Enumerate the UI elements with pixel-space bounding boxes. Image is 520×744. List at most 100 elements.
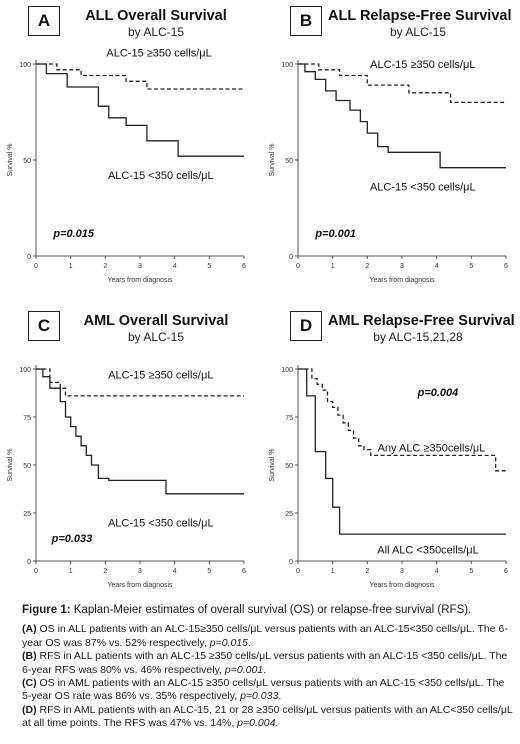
panel-title: ALL Relapse-Free Survival bbox=[328, 8, 512, 24]
caption-title-label: Figure 1: bbox=[22, 604, 71, 616]
panel-title: ALL Overall Survival bbox=[85, 8, 227, 24]
p-value: p=0.033 bbox=[51, 533, 93, 545]
panel-c: C AML Overall Survival by ALC-15 0 25 50 75… bbox=[0, 305, 258, 595]
x-tick-label: 6 bbox=[504, 263, 508, 270]
x-tick-label: 3 bbox=[400, 568, 404, 575]
y-tick-label: 50 bbox=[285, 158, 293, 165]
caption-item-pvalue: p=0.033 bbox=[240, 690, 279, 703]
x-tick-label: 3 bbox=[138, 568, 142, 575]
x-tick-label: 5 bbox=[469, 263, 473, 270]
km-plot-b: 0 50 100 0 1 2 3 4 5 6 Years from diagnosis Surviva… bbox=[269, 59, 508, 284]
x-tick-label: 2 bbox=[103, 568, 107, 575]
series-label: ALC-15 <350 cells/μL bbox=[108, 170, 214, 182]
panel-subtitle: by ALC-15,21,28 bbox=[373, 330, 463, 344]
caption-item-pvalue: p=0.001 bbox=[224, 663, 264, 676]
series-line-high-alc bbox=[36, 368, 244, 397]
x-tick-label: 0 bbox=[296, 263, 300, 270]
caption-item: (B) RFS in ALL patients with an ALC-15 ≥… bbox=[22, 650, 514, 677]
panel-letter: B bbox=[290, 6, 322, 36]
caption-item-tag: (A) bbox=[22, 623, 37, 636]
x-tick-label: 5 bbox=[469, 568, 473, 575]
panel-b: B ALL Relapse-Free Survival by ALC-15 0 5… bbox=[262, 0, 520, 290]
y-tick-label: 0 bbox=[289, 559, 293, 566]
panel-title-block: AML Relapse-Free Survival by ALC-15,21,2… bbox=[328, 313, 515, 344]
x-tick-label: 6 bbox=[242, 263, 246, 270]
series-line-low-alc bbox=[36, 368, 244, 495]
x-tick-label: 1 bbox=[331, 568, 335, 575]
x-tick-label: 3 bbox=[400, 263, 404, 270]
x-tick-label: 4 bbox=[435, 263, 439, 270]
panel-title-block: ALL Relapse-Free Survival by ALC-15 bbox=[328, 8, 512, 39]
y-tick-label: 50 bbox=[23, 158, 31, 165]
p-value: p=0.015 bbox=[52, 228, 95, 240]
x-tick-label: 6 bbox=[504, 568, 508, 575]
caption-item-text: RFS in ALL patients with an ALC-15 ≥350 … bbox=[22, 650, 508, 676]
y-axis-label: Survival % bbox=[7, 143, 14, 176]
series-line-high-alc bbox=[36, 63, 244, 90]
y-tick-label: 25 bbox=[23, 511, 31, 518]
caption-item: (C) OS in AML patients with an ALC-15 ≥3… bbox=[22, 677, 514, 704]
caption-item-text: OS in ALL patients with an ALC-15≥350 ce… bbox=[22, 623, 508, 649]
series-line-low-alc bbox=[298, 63, 506, 169]
x-tick-label: 2 bbox=[365, 568, 369, 575]
x-axis-label: Years from diagnosis bbox=[369, 582, 435, 589]
panel-a: A ALL Overall Survival by ALC-15 0 50 100 0… bbox=[0, 0, 258, 290]
caption-item-tag: (D) bbox=[22, 703, 37, 716]
series-line-high-alc bbox=[298, 63, 506, 104]
panel-subtitle: by ALC-15 bbox=[127, 330, 185, 344]
caption-item-tag: (C) bbox=[22, 677, 37, 690]
x-axis-label: Years from diagnosis bbox=[369, 277, 435, 284]
y-tick-label: 75 bbox=[23, 415, 31, 422]
p-value: p=0.004 bbox=[417, 387, 459, 399]
caption-item-text: OS in AML patients with an ALC-15 ≥350 c… bbox=[22, 677, 505, 703]
y-tick-label: 0 bbox=[27, 559, 31, 566]
x-tick-label: 4 bbox=[435, 568, 439, 575]
panel-subtitle: by ALC-15 bbox=[127, 25, 185, 39]
caption-item-tag: (B) bbox=[22, 650, 37, 663]
caption-item-pvalue: p=0.015 bbox=[209, 636, 248, 649]
panel-title: AML Overall Survival bbox=[83, 313, 229, 329]
figure-caption: Figure 1: Kaplan-Meier estimates of over… bbox=[22, 604, 514, 731]
panel-d: D AML Relapse-Free Survival by ALC-15,21… bbox=[262, 305, 520, 595]
series-label: All ALC <350cells/μL bbox=[377, 544, 478, 556]
y-tick-label: 0 bbox=[27, 254, 31, 261]
y-tick-label: 0 bbox=[289, 254, 293, 261]
series-label: ALC-15 <350 cells/μL bbox=[370, 182, 476, 194]
km-plot-a: 0 50 100 0 1 2 3 4 5 6 Years from diagnosis Surviva… bbox=[7, 47, 246, 284]
panel-subtitle: by ALC-15 bbox=[389, 25, 447, 39]
x-tick-label: 4 bbox=[173, 568, 177, 575]
panel-letter: C bbox=[28, 311, 60, 341]
series-label: ALC-15 ≥350 cells/μL bbox=[108, 370, 213, 382]
km-plot-d: 0 25 50 75 100 0 1 2 3 4 5 6 Years from diagnosis Sur… bbox=[269, 365, 508, 589]
series-label: Any ALC ≥350cells/μL bbox=[378, 443, 486, 455]
panel-title: AML Relapse-Free Survival bbox=[328, 313, 515, 329]
x-axis-label: Years from diagnosis bbox=[107, 277, 173, 284]
caption-item-end: . bbox=[278, 690, 282, 703]
series-label: ALC-15 ≥350 cells/μL bbox=[106, 47, 211, 59]
panel-letter: A bbox=[28, 6, 60, 36]
x-tick-label: 2 bbox=[365, 263, 369, 270]
caption-item-end: . bbox=[263, 663, 267, 676]
caption-item-end: . bbox=[247, 636, 251, 649]
caption-item-text: RFS in AML patients with an ALC-15, 21 o… bbox=[22, 703, 513, 730]
series-label: ALC-15 <350 cells/μL bbox=[108, 517, 214, 529]
x-tick-label: 1 bbox=[69, 263, 73, 270]
caption-title-text: Kaplan-Meier estimates of overall surviv… bbox=[70, 604, 472, 616]
x-tick-label: 4 bbox=[173, 263, 177, 270]
x-axis-label: Years from diagnosis bbox=[107, 582, 173, 589]
y-tick-label: 100 bbox=[281, 367, 293, 374]
km-plot-c: 0 25 50 75 100 0 1 2 3 4 5 6 Years from diagnosis Sur… bbox=[7, 365, 246, 589]
caption-item: (D) RFS in AML patients with an ALC-15, … bbox=[22, 704, 514, 731]
x-tick-label: 1 bbox=[69, 568, 73, 575]
series-line-high-alc bbox=[298, 368, 506, 472]
panel-title-block: AML Overall Survival by ALC-15 bbox=[66, 313, 246, 344]
y-tick-label: 100 bbox=[281, 62, 293, 69]
x-tick-label: 3 bbox=[138, 263, 142, 270]
caption-item-end: . bbox=[275, 717, 279, 730]
series-line-low-alc bbox=[298, 368, 506, 535]
y-axis-label: Survival % bbox=[269, 143, 276, 176]
y-tick-label: 75 bbox=[285, 415, 293, 422]
y-axis-label: Survival % bbox=[7, 448, 14, 481]
panel-title-block: ALL Overall Survival by ALC-15 bbox=[66, 8, 246, 39]
x-tick-label: 0 bbox=[34, 568, 38, 575]
